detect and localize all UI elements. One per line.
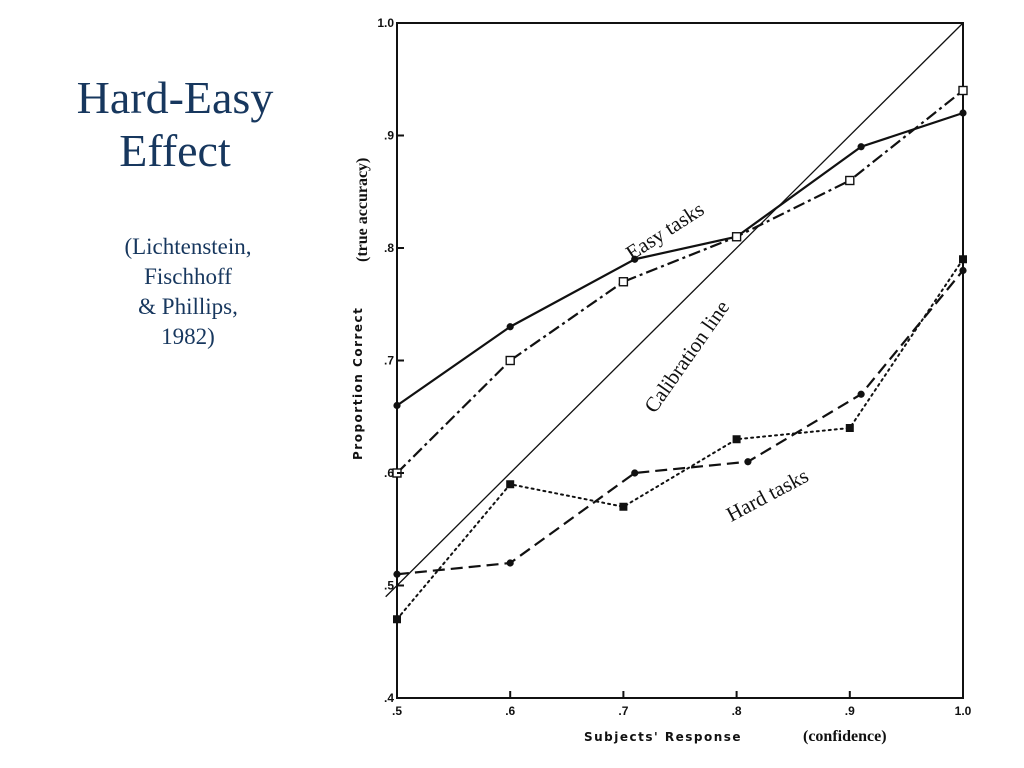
data-point (845, 424, 854, 432)
data-point (506, 480, 515, 489)
annotation-label: Hard tasks (722, 463, 812, 526)
data-point (732, 435, 741, 444)
y-axis-note: (true accuracy) (354, 158, 371, 262)
data-point (631, 469, 639, 477)
data-point (744, 458, 752, 466)
data-point (857, 143, 865, 151)
data-point (959, 109, 967, 117)
series-3 (393, 266, 967, 578)
annotation-label: Easy tasks (621, 197, 708, 265)
series-line (396, 89, 964, 474)
annotation-label: Calibration line (639, 296, 734, 417)
data-point (845, 175, 855, 186)
y-tick-label: .5 (384, 579, 394, 593)
data-point (959, 266, 967, 275)
x-tick-label: .6 (505, 704, 515, 718)
data-point (619, 502, 628, 511)
calibration-reference-layer (385, 22, 964, 598)
data-point (506, 323, 514, 331)
slide-title: Hard-Easy Effect (30, 72, 320, 178)
x-axis-label: Subjects' Response (584, 730, 742, 744)
citation-line: & Phillips, (138, 293, 238, 319)
y-tick-label: .7 (384, 354, 394, 368)
citation-line: (Lichtenstein, (124, 234, 252, 259)
series-line (396, 111, 964, 407)
y-tick-label: 1.0 (377, 16, 394, 30)
data-point (506, 559, 514, 567)
series-layer (392, 85, 968, 624)
x-axis-note: (confidence) (803, 728, 887, 745)
slide-title-line: Effect (119, 124, 231, 176)
x-tick-label: .7 (618, 704, 628, 718)
series-2 (392, 85, 968, 478)
data-point (505, 355, 515, 366)
x-tick-label: .8 (732, 704, 742, 718)
x-tick-label: 1.0 (955, 704, 972, 718)
y-tick-label: .4 (384, 691, 394, 705)
citation-line: Fischhoff (144, 263, 232, 289)
citation: (Lichtenstein, Fischhoff & Phillips, 198… (88, 232, 288, 352)
calibration-line (385, 22, 964, 598)
slide-title-line: Hard-Easy (76, 72, 274, 123)
y-tick-label: .6 (384, 466, 394, 480)
data-point (618, 277, 629, 287)
series-line (396, 269, 964, 576)
series-4 (393, 255, 967, 624)
data-point (731, 232, 742, 242)
data-point (393, 615, 401, 624)
data-point (631, 255, 639, 263)
data-point (958, 85, 968, 96)
x-tick-label: .5 (392, 704, 402, 718)
y-tick-label: .9 (384, 129, 394, 143)
data-point (393, 401, 401, 410)
citation-line: 1982) (161, 323, 215, 349)
data-point (959, 255, 967, 264)
x-tick-label: .9 (845, 704, 855, 718)
data-point (857, 390, 865, 398)
annotation-layer: Easy tasks Calibration line Hard tasks (621, 197, 812, 527)
tick-layer: .5.6.7.8.9 1.0.4.5.6.7.8.91.0 (377, 16, 971, 718)
series-line (396, 258, 964, 621)
data-point (393, 570, 401, 578)
y-axis-label: Proportion Correct (351, 307, 365, 460)
y-tick-label: .8 (384, 241, 394, 255)
